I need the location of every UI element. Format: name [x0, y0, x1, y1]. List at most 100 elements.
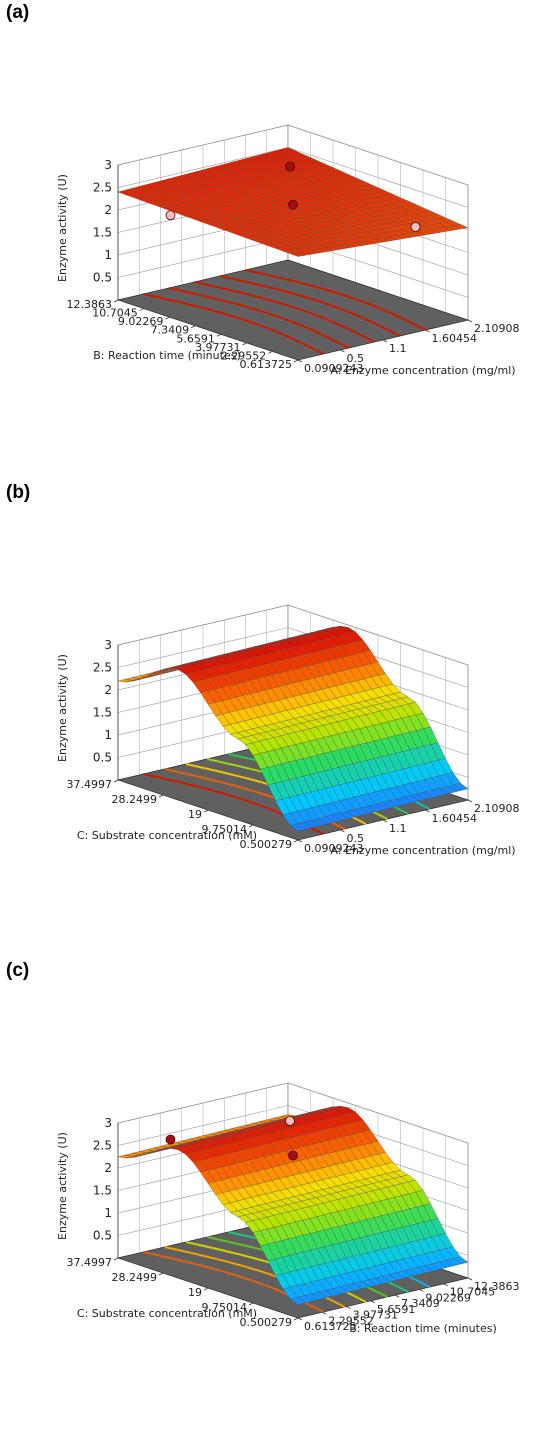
- chart-b-surface-cell: [290, 823, 306, 832]
- chart-c-left-axis-label: C: Substrate concentration (mM): [77, 1307, 257, 1320]
- chart-b-right-tick-mark: [425, 809, 430, 813]
- chart-b-z-tick: 1.5: [93, 706, 112, 720]
- chart-a-z-tick: 2: [104, 203, 112, 217]
- surface-plot-b: 3 2.5 2 1.5 1 0.5 Enzyme activity (U) 0.500279 9…: [56, 604, 520, 857]
- chart-b-left-axis-label: C: Substrate concentration (mM): [77, 829, 257, 842]
- chart-c-right-tick: 3.97731: [353, 1309, 399, 1322]
- chart-b-left-tick: 19: [188, 808, 202, 821]
- panel-c: (c) 3 2.5 2 1.5 1 0.5 Enzyme activity (U) 0.500…: [0, 958, 551, 1441]
- chart-c-z-tick: 0.5: [93, 1229, 112, 1243]
- chart-c-left-tick-mark: [158, 1272, 164, 1276]
- panel-b-label: (b): [6, 482, 31, 503]
- chart-a-right-tick: 2.10908: [474, 322, 520, 335]
- chart-b-left-tick: 37.4997: [67, 778, 113, 791]
- panel-c-label: (c): [6, 960, 30, 981]
- chart-c-right-axis-label: B: Reaction time (minutes): [349, 1322, 496, 1335]
- chart-a-left-tick: 0.613725: [240, 358, 293, 371]
- chart-a-right-tick-mark: [425, 329, 430, 333]
- chart-c-right-tick: 5.6591: [377, 1303, 416, 1316]
- chart-b-right-tick-mark: [340, 829, 345, 833]
- chart-b-right-tick: 0.0909243: [304, 842, 364, 855]
- chart-c-z-tick: 1: [104, 1206, 112, 1220]
- chart-c-right-tick-mark: [443, 1283, 448, 1287]
- chart-b-right-tick: 1.1: [389, 822, 407, 835]
- chart-c-right-tick-mark: [322, 1311, 327, 1315]
- chart-b-left-tick-mark: [113, 779, 119, 783]
- chart-a-contour-line: [168, 287, 350, 349]
- chart-a-z-tick: 0.5: [93, 271, 112, 285]
- chart-b-z-tick: 1: [104, 728, 112, 742]
- surface-plot-c: 3 2.5 2 1.5 1 0.5 Enzyme activity (U) 0.500279 9…: [56, 1082, 520, 1335]
- chart-b-left-tick: 0.500279: [240, 838, 293, 851]
- chart-a-z-tick: 2.5: [93, 181, 112, 195]
- chart-a-right-tick: 1.1: [389, 342, 407, 355]
- chart-b-left-tick-mark: [158, 794, 164, 798]
- chart-b-grid-z: [117, 604, 469, 666]
- chart-a-left-tick-mark: [113, 299, 119, 303]
- chart-a-contour-line: [194, 281, 375, 343]
- chart-b-right-tick-mark: [382, 819, 388, 823]
- chart-a-right-tick-mark: [382, 339, 388, 343]
- chart-c-right-tick-mark: [467, 1277, 473, 1281]
- chart-a-left-tick-mark: [293, 359, 299, 363]
- chart-a-contour-line: [245, 269, 426, 331]
- chart-c-left-tick: 9.75014: [202, 1301, 248, 1314]
- chart-a-design-point: [165, 210, 176, 221]
- chart-a-left-tick-mark: [242, 342, 247, 346]
- panel-b: (b) 3 2.5 2 1.5 1 0.5 Enzyme activity (U) 0.500…: [0, 480, 551, 950]
- chart-c-right-tick-mark: [370, 1300, 376, 1304]
- chart-a-left-tick-mark: [139, 308, 144, 311]
- chart-c-left-tick-mark: [293, 1317, 299, 1321]
- chart-b-surface: [117, 625, 469, 832]
- chart-c-z-tick: 3: [104, 1116, 112, 1130]
- chart-a-design-point: [285, 161, 295, 172]
- chart-b-left-tick-mark: [203, 809, 209, 813]
- chart-b-right-tick-mark: [297, 839, 303, 843]
- chart-b-left-tick-mark: [248, 824, 254, 828]
- chart-b-z-label: Enzyme activity (U): [56, 654, 69, 762]
- chart-c-grid-z: [117, 1105, 469, 1166]
- chart-c-design-point: [288, 1150, 298, 1161]
- chart-c-left-tick: 0.500279: [240, 1316, 293, 1329]
- chart-c-right-tick: 2.29552: [328, 1314, 374, 1327]
- chart-c-right-tick-mark: [297, 1317, 303, 1321]
- chart-c-left-tick: 37.4997: [67, 1256, 113, 1269]
- chart-b-z-tick: 2: [104, 683, 112, 697]
- chart-a-left-tick-mark: [216, 333, 222, 337]
- chart-a-surface: [117, 147, 469, 257]
- chart-c-grid-z: [117, 1082, 469, 1144]
- chart-c-left-tick-mark: [113, 1257, 119, 1261]
- chart-b-z-tick: 3: [104, 638, 112, 652]
- chart-a-surface-cell: [289, 252, 306, 257]
- chart-a-right-tick-mark: [467, 319, 473, 323]
- chart-a-left-axis-label: B: Reaction time (minutes): [93, 349, 240, 362]
- chart-b-left-tick-mark: [293, 839, 299, 843]
- chart-c-left-tick: 28.2499: [112, 1271, 158, 1284]
- chart-c-z-label: Enzyme activity (U): [56, 1132, 69, 1240]
- chart-b-grid-z: [117, 627, 469, 688]
- chart-c-right-tick-mark: [419, 1289, 424, 1292]
- chart-c-z-tick: 2.5: [93, 1139, 112, 1153]
- chart-a-left-tick: 5.6591: [176, 332, 215, 345]
- chart-c-z-tick: 2: [104, 1161, 112, 1175]
- chart-c-right-tick-mark: [394, 1294, 400, 1298]
- chart-a-left-tick: 2.29552: [221, 349, 267, 362]
- chart-b-z-tick: 0.5: [93, 751, 112, 765]
- chart-b-right-tick: 2.10908: [474, 802, 520, 815]
- chart-b-left-tick: 9.75014: [202, 823, 248, 836]
- panel-a-label: (a): [6, 2, 30, 23]
- chart-c-right-tick: 9.02269: [425, 1291, 471, 1304]
- chart-a-contour-line: [219, 275, 401, 337]
- chart-a-right-axis-label: A: Enzyme concentration (mg/ml): [330, 364, 515, 377]
- chart-c-right-tick: 0.613725: [304, 1320, 357, 1333]
- chart-a-left-tick: 10.7045: [92, 307, 138, 320]
- chart-c-right-tick: 10.7045: [450, 1286, 496, 1299]
- chart-c-right-tick: 7.3409: [401, 1297, 440, 1310]
- chart-a-left-tick-mark: [165, 316, 170, 320]
- chart-c-right-tick-mark: [346, 1306, 351, 1309]
- chart-c-left-tick-mark: [203, 1287, 209, 1291]
- chart-a-z-label: Enzyme activity (U): [56, 174, 69, 282]
- chart-a-right-tick: 0.5: [347, 352, 365, 365]
- chart-a-right-tick: 1.60454: [432, 332, 478, 345]
